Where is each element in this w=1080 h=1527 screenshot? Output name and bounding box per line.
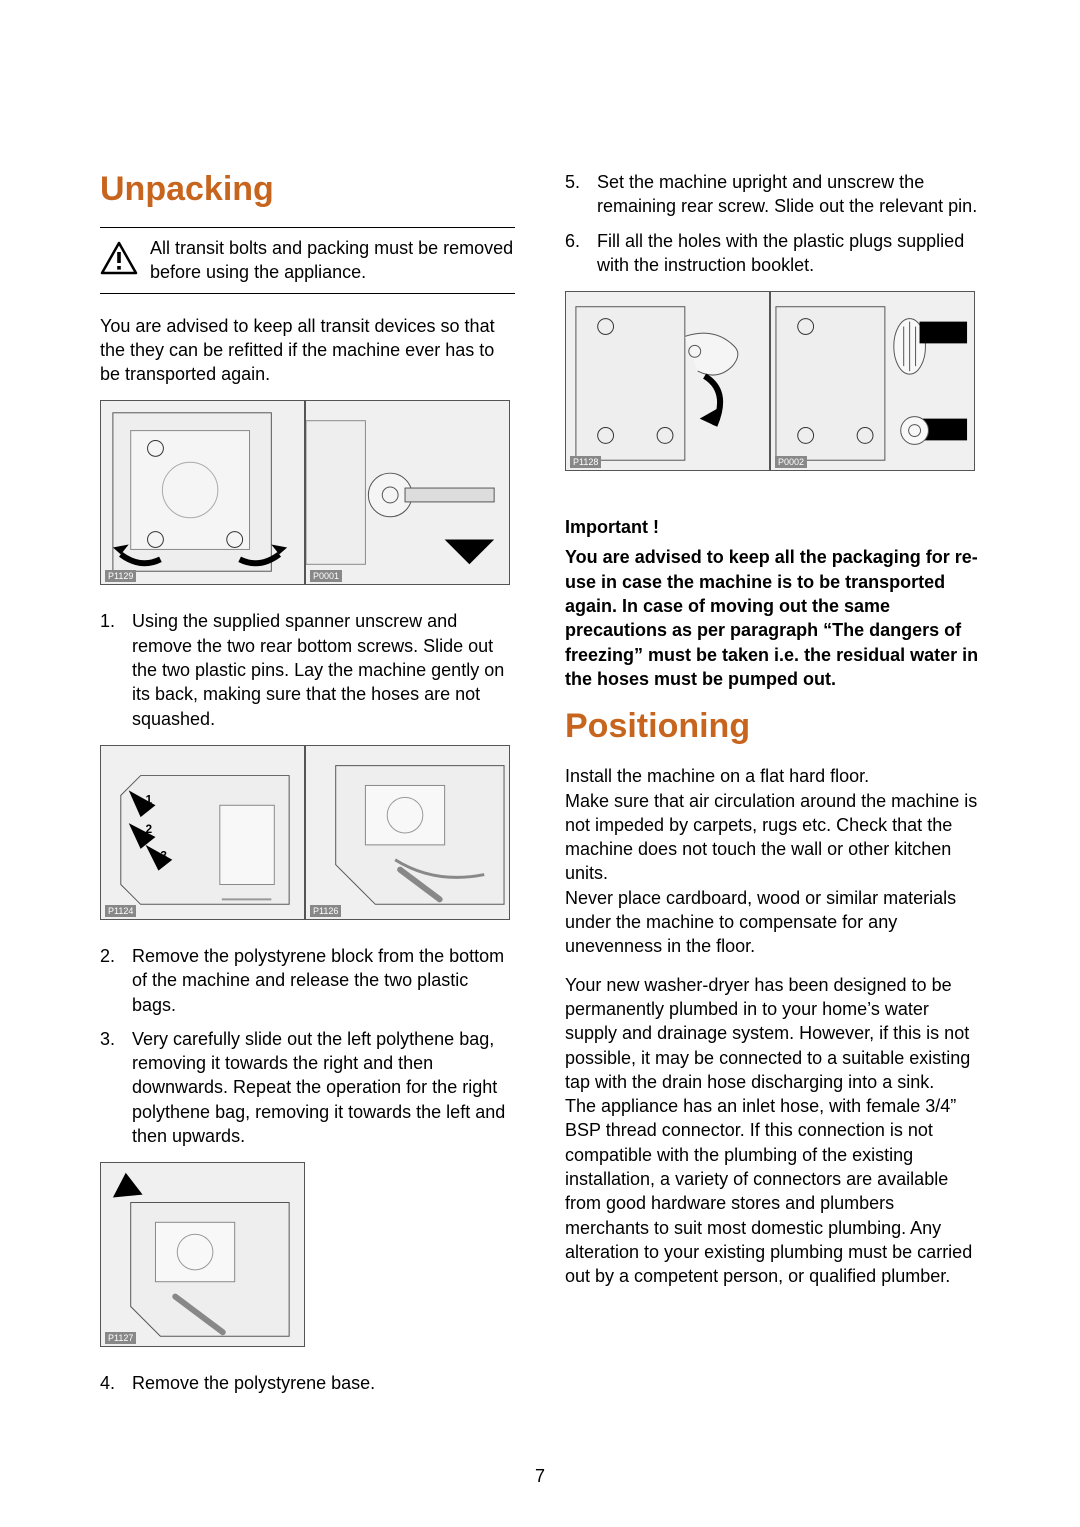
step-4: 4. Remove the polystyrene base. [100,1371,515,1395]
step-2: 2. Remove the polystyrene block from the… [100,944,515,1017]
left-column: Unpacking All transit bolts and packing … [100,170,515,1410]
step-text: Set the machine upright and unscrew the … [597,172,977,216]
step-5: 5. Set the machine upright and unscrew t… [565,170,980,219]
right-column: 5. Set the machine upright and unscrew t… [565,170,980,1410]
figure-plastic-plugs: P0002 [770,291,975,471]
step-6: 6. Fill all the holes with the plastic p… [565,229,980,278]
figure-bag-slide: P1126 [305,745,510,920]
figure-row-3: P1127 [100,1162,515,1347]
figure-row-4: P1128 P0002 [565,291,980,471]
step-text: Using the supplied spanner unscrew and r… [132,611,504,728]
step-1: 1. Using the supplied spanner unscrew an… [100,609,515,730]
figure-label: P0001 [310,570,342,582]
step-number: 1. [100,609,115,633]
step-number: 4. [100,1371,115,1395]
step-text: Fill all the holes with the plastic plug… [597,231,964,275]
advice-text: You are advised to keep all transit devi… [100,314,515,387]
important-body: You are advised to keep all the packagin… [565,545,980,691]
page-number: 7 [0,1466,1080,1487]
positioning-p3: Never place cardboard, wood or similar m… [565,886,980,959]
step-text: Very carefully slide out the left polyth… [132,1029,505,1146]
steps-list-1: 1. Using the supplied spanner unscrew an… [100,609,515,730]
positioning-p1: Install the machine on a flat hard floor… [565,764,980,788]
figure-row-2: 1 2 3 P1124 P1126 [100,745,515,920]
step-number: 2. [100,944,115,968]
positioning-p4: Your new washer-dryer has been designed … [565,973,980,1094]
divider [100,227,515,228]
step-number: 5. [565,170,580,194]
step-text: Remove the polystyrene base. [132,1373,375,1393]
figure-label: P1124 [105,905,136,917]
steps-list-2: 2. Remove the polystyrene block from the… [100,944,515,1148]
positioning-p2: Make sure that air circulation around th… [565,789,980,886]
step-number: 3. [100,1027,115,1051]
step-text: Remove the polystyrene block from the bo… [132,946,504,1015]
steps-list-3: 4. Remove the polystyrene base. [100,1371,515,1395]
step-number: 6. [565,229,580,253]
figure-spanner: P0001 [305,400,510,585]
unpacking-heading: Unpacking [100,170,515,209]
divider [100,293,515,294]
figure-upright-screw: P1128 [565,291,770,471]
steps-list-4: 5. Set the machine upright and unscrew t… [565,170,980,277]
two-column-layout: Unpacking All transit bolts and packing … [100,170,980,1410]
figure-row-1: P1129 P0001 [100,400,515,585]
figure-label: P1126 [310,905,341,917]
warning-block: All transit bolts and packing must be re… [100,236,515,285]
figure-label: P1129 [105,570,136,582]
figure-rear-screws: P1129 [100,400,305,585]
warning-triangle-icon [100,241,138,280]
positioning-heading: Positioning [565,707,980,746]
important-heading: Important ! [565,515,980,539]
step-3: 3. Very carefully slide out the left pol… [100,1027,515,1148]
positioning-p5: The appliance has an inlet hose, with fe… [565,1094,980,1288]
warning-text: All transit bolts and packing must be re… [150,236,515,285]
figure-label: P1128 [570,456,601,468]
figure-polystyrene-remove: 1 2 3 P1124 [100,745,305,920]
figure-label: P0002 [775,456,807,468]
figure-base-remove: P1127 [100,1162,305,1347]
figure-label: P1127 [105,1332,136,1344]
